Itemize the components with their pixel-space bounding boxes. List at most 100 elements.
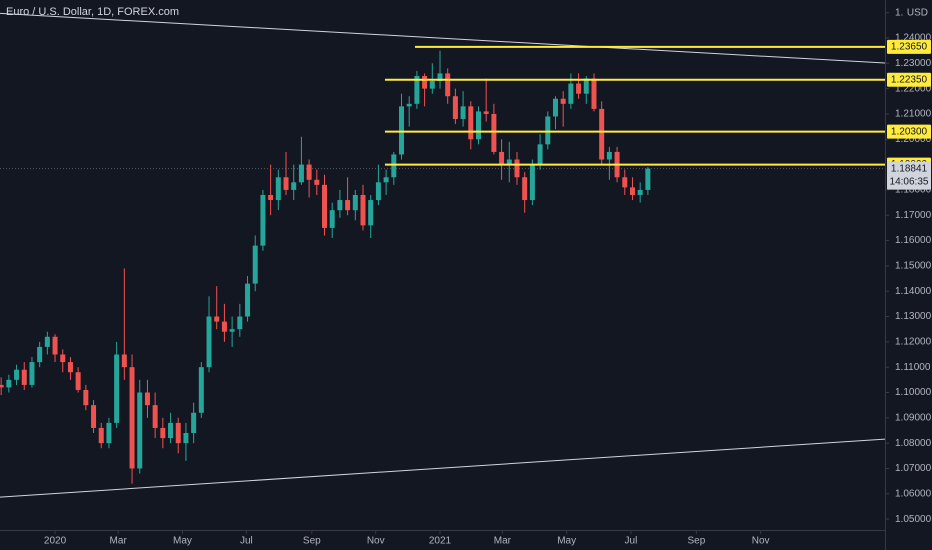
candle-body — [599, 108, 605, 160]
x-tick-label: Jul — [625, 536, 638, 547]
candle-body — [275, 177, 281, 201]
candle-body — [483, 111, 489, 114]
candle-body — [114, 354, 120, 423]
candle-body — [375, 182, 381, 201]
candle-body — [198, 367, 204, 413]
candle-body — [606, 151, 612, 160]
candle-body — [399, 106, 405, 155]
candle-body — [576, 83, 582, 94]
x-tick-label: Nov — [752, 536, 770, 547]
candle-body — [252, 245, 258, 284]
y-tick-label: 1.21000 — [895, 109, 932, 120]
candle-body — [160, 427, 166, 439]
candle-body — [360, 194, 366, 226]
candle-body — [214, 316, 220, 322]
x-tick-label: Mar — [494, 536, 512, 547]
candle-body — [522, 177, 528, 201]
candle-body — [175, 422, 181, 444]
x-tick-label: Nov — [367, 536, 385, 547]
candle-body — [329, 210, 335, 228]
level-label: 1.23650 — [891, 41, 928, 52]
y-tick-label: 1.06000 — [895, 488, 932, 499]
level-label-box — [887, 39, 931, 54]
candle-body — [391, 154, 397, 178]
candle-body — [468, 106, 474, 140]
y-tick-label: 1.24000 — [895, 33, 932, 44]
x-tick-label: May — [557, 536, 576, 547]
candle-body — [552, 98, 558, 117]
y-tick-label: 1. — [895, 7, 903, 18]
candle-body — [568, 83, 574, 104]
candle-body — [345, 200, 351, 211]
level-label: 1.22350 — [891, 74, 928, 85]
y-tick-label: 1.14000 — [895, 286, 932, 297]
candle-body — [514, 159, 520, 178]
y-tick-label: 1.20000 — [895, 134, 932, 145]
candle-body — [221, 321, 227, 332]
candle-body — [591, 78, 597, 109]
candle-body — [352, 194, 358, 211]
y-tick-label: 1.18000 — [895, 185, 932, 196]
candle-body — [83, 389, 89, 406]
candle-body — [0, 384, 4, 388]
candle-body — [529, 164, 535, 201]
candle-body — [414, 75, 420, 104]
y-tick-label: 1.07000 — [895, 463, 932, 474]
x-tick-label: May — [173, 536, 192, 547]
y-tick-label: 1.15000 — [895, 261, 932, 272]
candle-body — [337, 200, 343, 211]
candle-body — [37, 346, 43, 363]
x-tick-label: 2021 — [429, 536, 452, 547]
y-tick-label: 1.05000 — [895, 514, 932, 525]
candle-body — [183, 433, 189, 444]
candle-body — [322, 184, 328, 228]
candle-body — [260, 194, 266, 246]
candle-body — [583, 78, 589, 94]
y-tick-label: 1.16000 — [895, 235, 932, 246]
last-price-label: 1.18841 — [891, 163, 928, 174]
candle-body — [98, 427, 104, 444]
candle-body — [137, 392, 143, 469]
candle-body — [506, 159, 512, 165]
candle-body — [306, 164, 312, 180]
candle-body — [406, 103, 412, 107]
trendline — [0, 12, 886, 64]
y-tick-label: 1.10000 — [895, 387, 932, 398]
trendline — [0, 438, 886, 498]
candle-body — [191, 412, 197, 434]
candle-body — [437, 73, 443, 82]
candle-body — [168, 422, 174, 439]
y-tick-label: 1.11000 — [895, 362, 931, 373]
candle-body — [206, 316, 212, 368]
candle-body — [52, 336, 58, 355]
candle-body — [445, 73, 451, 97]
candle-body — [499, 151, 505, 165]
candle-body — [144, 392, 150, 406]
candle-body — [6, 379, 12, 388]
candle-body — [283, 177, 289, 190]
candle-body — [129, 367, 135, 469]
y-tick-label: 1.13000 — [895, 311, 932, 322]
y-tick-label: 1.22000 — [895, 83, 932, 94]
y-tick-label: 1.08000 — [895, 438, 932, 449]
candle-body — [44, 336, 50, 347]
y-tick-label: 1.12000 — [895, 336, 932, 347]
chart-title: Euro / U.S. Dollar, 1D, FOREX.com — [6, 6, 179, 18]
candle-body — [237, 316, 243, 330]
candle-body — [429, 81, 435, 89]
candle-body — [383, 177, 389, 183]
candle-body — [60, 354, 66, 363]
candle-body — [491, 113, 497, 152]
candle-body — [21, 369, 27, 385]
candle-body — [121, 354, 127, 368]
x-tick-label: Mar — [110, 536, 128, 547]
y-tick-label: 1.17000 — [895, 210, 932, 221]
countdown-label: 14:06:35 — [890, 176, 929, 187]
candle-body — [106, 422, 112, 444]
candle-body — [229, 329, 235, 332]
level-label-box — [887, 124, 931, 139]
level-label-box — [887, 72, 931, 87]
y-tick-label: 1.09000 — [895, 412, 932, 423]
